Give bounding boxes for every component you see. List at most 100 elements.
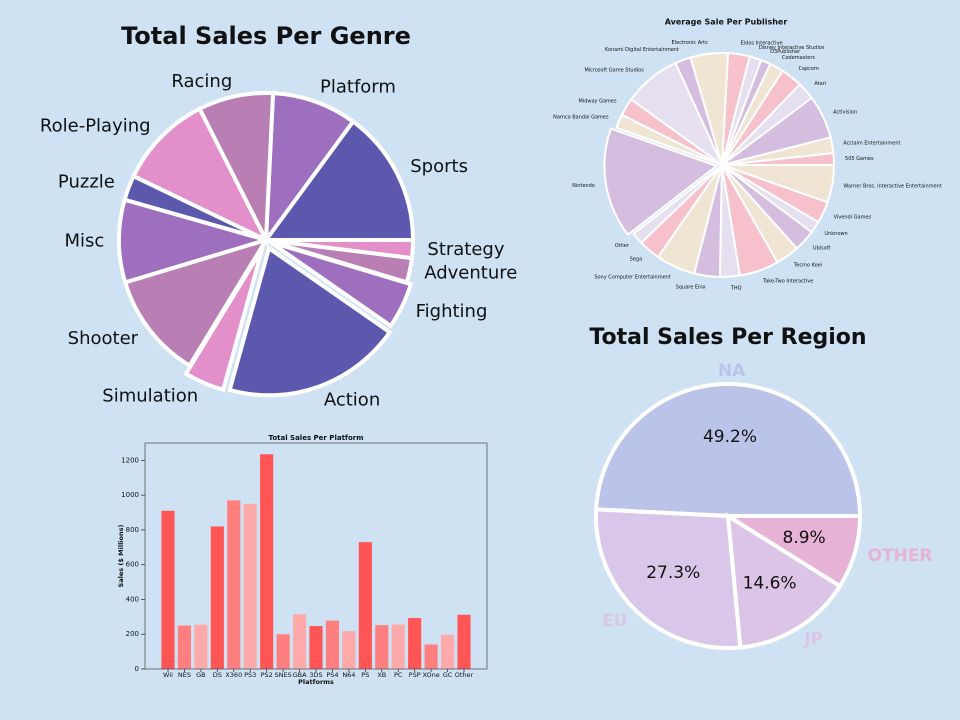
pie-slice bbox=[594, 507, 743, 650]
x-tick-label: PSP bbox=[409, 671, 421, 679]
bar bbox=[177, 625, 192, 669]
slice-label: Activision bbox=[833, 109, 857, 115]
slice-label: Action bbox=[324, 389, 380, 410]
slice-label: Codemasters bbox=[782, 55, 815, 61]
x-tick-label: PC bbox=[394, 671, 403, 679]
slice-label: OTHER bbox=[868, 546, 933, 566]
x-tick-label: XOne bbox=[422, 671, 439, 679]
slice-label: Namco Bandai Games bbox=[553, 114, 609, 120]
plot-frame bbox=[144, 442, 488, 670]
pie-slice bbox=[183, 247, 265, 393]
percent-label: 27.3% bbox=[646, 563, 700, 583]
x-tick-label: DS bbox=[213, 671, 222, 679]
pie-slice bbox=[615, 113, 723, 166]
y-tick-label: 1000 bbox=[121, 491, 139, 499]
x-tick-label: PS4 bbox=[326, 671, 338, 679]
x-axis-label: Platforms bbox=[298, 678, 334, 686]
slice-label: Acclaim Entertainment bbox=[843, 141, 900, 147]
slice-label: Disney Interactive Studios bbox=[759, 45, 825, 51]
bar bbox=[227, 500, 241, 669]
slice-label: Racing bbox=[171, 71, 232, 92]
x-tick-label: NES bbox=[178, 671, 191, 679]
slice-label: Microsoft Game Studios bbox=[584, 67, 644, 73]
slice-label: Atari bbox=[814, 81, 826, 87]
slice-label: Simulation bbox=[102, 385, 198, 406]
slice-label: Tecmo Koei bbox=[793, 262, 822, 268]
pie-slice bbox=[130, 106, 271, 245]
slice-label: Konami Digital Entertainment bbox=[605, 47, 679, 53]
x-tick-label: PS3 bbox=[244, 671, 256, 679]
slice-label: THQ bbox=[730, 285, 742, 291]
pie-slice bbox=[594, 382, 863, 518]
slice-label: Strategy bbox=[427, 239, 504, 260]
bar bbox=[358, 542, 372, 669]
x-tick-label: PS2 bbox=[261, 671, 273, 679]
pie-slice bbox=[721, 514, 863, 589]
slice-label: NA bbox=[718, 361, 746, 381]
bar bbox=[408, 618, 422, 669]
slice-label: Electronic Arts bbox=[671, 40, 708, 46]
slice-label: 505 Games bbox=[845, 156, 874, 162]
x-tick-label: XB bbox=[377, 671, 386, 679]
slice-label: Sports bbox=[410, 156, 468, 177]
pie-slice bbox=[721, 164, 836, 204]
slice-label: Shooter bbox=[68, 328, 139, 349]
slice-label: Eidos Interactive bbox=[741, 41, 783, 47]
bar bbox=[309, 626, 323, 669]
bar bbox=[342, 631, 356, 669]
slice-label: Other bbox=[615, 243, 630, 249]
y-tick-label: 200 bbox=[126, 630, 139, 638]
percent-label: 14.6% bbox=[743, 573, 797, 593]
x-tick-label: GBA bbox=[293, 671, 307, 679]
chart-title: Total Sales Per Genre bbox=[121, 22, 411, 50]
y-tick-label: 1200 bbox=[121, 456, 139, 464]
pie-slice bbox=[262, 118, 416, 242]
pie-slice bbox=[227, 245, 393, 398]
y-tick-label: 400 bbox=[126, 595, 139, 603]
pie-slice bbox=[265, 238, 416, 261]
bar bbox=[276, 634, 290, 669]
bar bbox=[325, 620, 340, 669]
bar bbox=[194, 624, 208, 669]
slice-label: Adventure bbox=[424, 262, 517, 283]
x-tick-label: PS bbox=[361, 671, 369, 679]
y-tick-label: 800 bbox=[126, 526, 139, 534]
slice-label: Capcom bbox=[798, 66, 819, 72]
slice-label: JP bbox=[803, 630, 823, 650]
slice-label: Sony Computer Entertainment bbox=[594, 275, 671, 281]
pie-slice bbox=[122, 236, 271, 369]
x-tick-label: GB bbox=[196, 671, 206, 679]
slice-label: Midway Games bbox=[579, 99, 617, 105]
y-axis-label: Sales ($ Millions) bbox=[117, 525, 125, 588]
x-tick-label: X360 bbox=[225, 671, 242, 679]
bar bbox=[424, 644, 438, 669]
slice-label: D3Publisher bbox=[770, 49, 801, 55]
percent-label: 8.9% bbox=[783, 528, 826, 548]
bar bbox=[457, 614, 471, 669]
slice-label: Platform bbox=[320, 77, 396, 98]
slice-label: Ubisoft bbox=[813, 246, 831, 252]
y-tick-label: 600 bbox=[126, 561, 139, 569]
pie-slice bbox=[268, 240, 414, 329]
pie-slice bbox=[603, 127, 719, 237]
slice-label: Square Enix bbox=[676, 285, 706, 291]
chart-title: Total Sales Per Platform bbox=[268, 434, 363, 442]
pie-slice bbox=[725, 512, 843, 650]
bar bbox=[440, 634, 455, 669]
slice-label: Vivendi Games bbox=[834, 215, 872, 221]
x-tick-label: GC bbox=[443, 671, 453, 679]
bar bbox=[292, 614, 307, 669]
bar bbox=[375, 625, 389, 669]
chart-title: Average Sale Per Publisher bbox=[665, 18, 788, 27]
slice-label: Nintendo bbox=[572, 183, 595, 189]
bar bbox=[210, 526, 224, 669]
slice-label: Take-Two Interactive bbox=[762, 279, 813, 285]
slice-label: EU bbox=[602, 611, 627, 631]
slice-label: Unknown bbox=[824, 231, 847, 237]
x-tick-label: Wii bbox=[163, 671, 173, 679]
slice-label: Sega bbox=[630, 256, 643, 262]
x-tick-label: N64 bbox=[342, 671, 355, 679]
bar bbox=[391, 624, 405, 669]
percent-label: 49.2% bbox=[703, 427, 757, 447]
